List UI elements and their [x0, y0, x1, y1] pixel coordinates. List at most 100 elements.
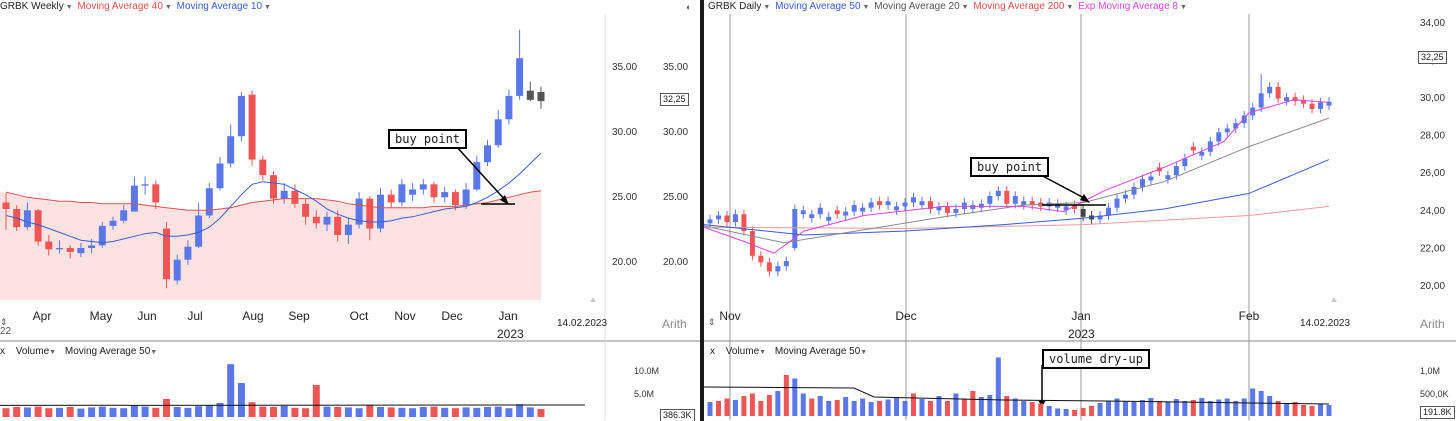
daily-candle [792, 209, 798, 248]
daily-candle [834, 210, 840, 215]
weekly-volume-bar [98, 406, 106, 417]
weekly-volume-tag: 386.3K [660, 409, 695, 421]
weekly-candle [109, 220, 117, 226]
weekly-candle [355, 198, 363, 225]
weekly-buy-point-callout: buy point [388, 129, 468, 149]
weekly-callout-arrow [454, 144, 508, 203]
dropdown-arrow-icon[interactable]: ▼ [862, 4, 870, 11]
daily-symbol[interactable]: GRBK Daily [708, 1, 762, 12]
daily-volume-bar [758, 401, 764, 416]
weekly-symbol[interactable]: GRBK Weekly [0, 1, 64, 12]
weekly-volume-bar [280, 405, 288, 417]
daily-volume-bar [1131, 402, 1137, 416]
daily-volume-bar [1292, 402, 1298, 416]
weekly-candle [484, 145, 491, 163]
weekly-ma10-line [5, 152, 542, 244]
weekly-volume-bar [2, 408, 10, 417]
weekly-ma40-label[interactable]: Moving Average 40 [77, 1, 163, 12]
weekly-x-tick-label: Oct [350, 309, 369, 323]
weekly-volume-bar [184, 407, 192, 417]
weekly-volume-bar [484, 407, 491, 417]
weekly-candle [56, 248, 63, 250]
daily-volume-bar [741, 396, 747, 416]
daily-ma200-label[interactable]: Moving Average 200 [973, 1, 1065, 12]
weekly-volume-bar [88, 407, 96, 417]
dropdown-arrow-icon[interactable]: ▼ [763, 4, 771, 11]
daily-candle [1318, 102, 1324, 109]
daily-x-tick-label: Dec [895, 309, 916, 323]
weekly-volume-bar [227, 364, 235, 417]
weekly-x-tick-label: Jun [137, 309, 156, 323]
weekly-legend: GRBK Weekly ▼ Moving Average 40 ▼ Moving A… [0, 1, 273, 15]
daily-x-tick-label: Feb [1239, 309, 1260, 323]
daily-ema8-label[interactable]: Exp Moving Average 8 [1078, 1, 1178, 12]
daily-chart-svg[interactable]: 20,0022,0024,0026,0028,0030,0032,0034,00… [704, 0, 1456, 421]
daily-legend: GRBK Daily ▼ Moving Average 50 ▼ Moving Av… [708, 1, 1189, 15]
dropdown-arrow-icon[interactable]: ▼ [1066, 4, 1074, 11]
weekly-candle [259, 159, 267, 176]
dropdown-arrow-icon[interactable]: ▼ [264, 4, 271, 11]
daily-candle [1224, 128, 1230, 133]
weekly-scroll-marker [590, 297, 596, 302]
close-icon[interactable]: x [0, 346, 5, 357]
weekly-volume-tick: 10.0M [634, 366, 659, 376]
daily-arith-left[interactable]: Arith [662, 317, 687, 331]
daily-volume-bar [877, 401, 883, 416]
daily-candle [749, 231, 755, 256]
daily-candle [1029, 201, 1035, 206]
daily-arith-right[interactable]: Arith [1420, 317, 1445, 331]
daily-volume-bar [978, 397, 984, 416]
weekly-volume-legend: x Volume▼ Moving Average 50▼ [0, 346, 163, 357]
scale-icon[interactable]: ⇕ [708, 317, 716, 327]
dropdown-arrow-icon[interactable]: ▼ [49, 349, 57, 356]
daily-candle [1216, 132, 1222, 142]
daily-volume-tick: 1,0M [1420, 366, 1440, 376]
weekly-volume-bar [66, 407, 74, 417]
daily-volume-bar [1139, 400, 1145, 416]
daily-candle [1292, 97, 1298, 102]
daily-candle [775, 266, 781, 272]
daily-ma20-label[interactable]: Moving Average 20 [874, 1, 960, 12]
daily-y-tick-label: 20,00 [1420, 281, 1445, 292]
weekly-candle [280, 190, 288, 199]
daily-volume-bar [783, 375, 789, 416]
daily-volume-bar [1038, 403, 1044, 416]
dropdown-arrow-icon[interactable]: ▼ [860, 349, 868, 356]
daily-candle [1241, 115, 1247, 124]
daily-ema8-line [704, 99, 1330, 254]
daily-candle [953, 209, 959, 213]
weekly-volume-bar [441, 407, 449, 417]
dropdown-arrow-icon[interactable]: ▼ [1180, 4, 1187, 11]
weekly-year-label: 2023 [497, 327, 524, 341]
weekly-volume-bar [195, 406, 203, 417]
dropdown-arrow-icon[interactable]: ▼ [65, 4, 73, 11]
daily-candle [1122, 194, 1128, 199]
daily-volume-bar [732, 400, 738, 416]
weekly-volume-label[interactable]: Volume [15, 346, 50, 357]
daily-candle [1131, 186, 1137, 195]
daily-candle [715, 215, 721, 220]
weekly-ma10-label[interactable]: Moving Average 10 [176, 1, 263, 12]
close-icon[interactable]: x [710, 346, 715, 357]
dropdown-arrow-icon[interactable]: ▼ [150, 349, 158, 356]
weekly-y-tick-label: 20.00 [612, 257, 637, 268]
daily-volume-bar [1216, 399, 1222, 416]
globe-icon[interactable]: ◐ [686, 2, 692, 12]
scale-icon[interactable]: ⇕ [0, 317, 8, 327]
weekly-candle [248, 94, 256, 160]
weekly-volume-ma-label[interactable]: Moving Average 50 [64, 346, 151, 357]
daily-ma50-label[interactable]: Moving Average 50 [775, 1, 861, 12]
daily-candle [1139, 179, 1145, 187]
daily-callout-arrow [1036, 172, 1087, 200]
weekly-volume-bar [377, 407, 384, 417]
dropdown-arrow-icon[interactable]: ▼ [164, 4, 172, 11]
weekly-volume-bar [237, 383, 245, 417]
weekly-date-label: 14.02.2023 [557, 318, 608, 329]
weekly-candle [34, 210, 42, 242]
daily-volume-label[interactable]: Volume [725, 346, 760, 357]
dropdown-arrow-icon[interactable]: ▼ [759, 349, 767, 356]
dropdown-arrow-icon[interactable]: ▼ [961, 4, 969, 11]
daily-volume-ma-label[interactable]: Moving Average 50 [774, 346, 861, 357]
daily-candle [1258, 93, 1264, 108]
weekly-chart-svg[interactable]: 20.00 25.00 30.00 35.00 Apr May Jun Jul Aug Sep Oc… [0, 0, 700, 421]
